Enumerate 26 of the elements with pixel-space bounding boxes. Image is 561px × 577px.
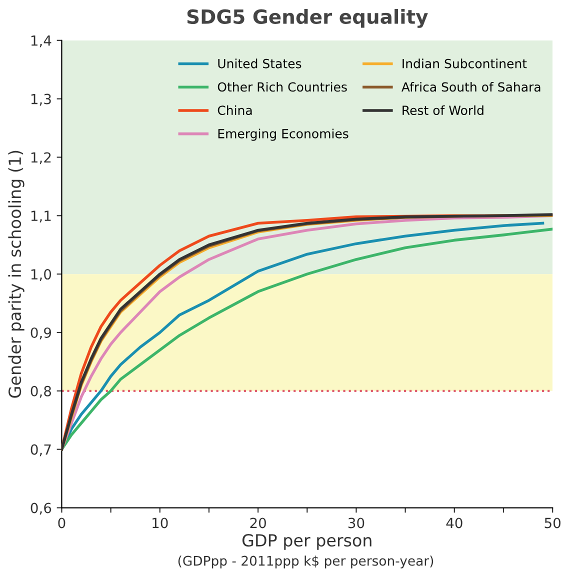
y-tick-label: 1,0 bbox=[31, 269, 52, 281]
y-tick-label: 0,7 bbox=[30, 444, 51, 456]
legend-label: Indian Subcontinent bbox=[402, 58, 527, 68]
y-tick-label: 0,8 bbox=[30, 386, 52, 398]
x-tick-label: 10 bbox=[152, 518, 168, 528]
x-tick-label: 20 bbox=[250, 518, 266, 528]
legend-label: Other Rich Countries bbox=[218, 82, 347, 92]
y-axis-title: Gender parity in schooling (1) bbox=[8, 150, 24, 398]
y-tick-label: 1,1 bbox=[31, 210, 51, 223]
x-axis-title: GDP per person bbox=[242, 534, 372, 550]
y-tick-label: 1,4 bbox=[31, 36, 52, 48]
legend-label: Rest of World bbox=[402, 105, 484, 116]
legend-label: Africa South of Sahara bbox=[402, 82, 540, 92]
y-tick-label: 0,6 bbox=[30, 502, 52, 515]
x-tick-label: 50 bbox=[544, 518, 560, 528]
y-tick-label: 1,2 bbox=[31, 152, 51, 164]
y-tick-label: 1,3 bbox=[31, 94, 51, 106]
y-tick-label: 0,9 bbox=[30, 327, 52, 340]
legend-label: Emerging Economies bbox=[218, 128, 348, 141]
legend-label: China bbox=[218, 105, 252, 116]
text: (GDPpp - 2011ppp k$ per person-year) bbox=[178, 556, 434, 568]
chart-title: SDG5 Gender equality bbox=[187, 8, 428, 28]
x-tick-label: 30 bbox=[348, 518, 364, 528]
x-tick-label: 40 bbox=[446, 518, 462, 528]
x-tick-label: 0 bbox=[58, 518, 66, 528]
legend-label: United States bbox=[218, 58, 302, 68]
